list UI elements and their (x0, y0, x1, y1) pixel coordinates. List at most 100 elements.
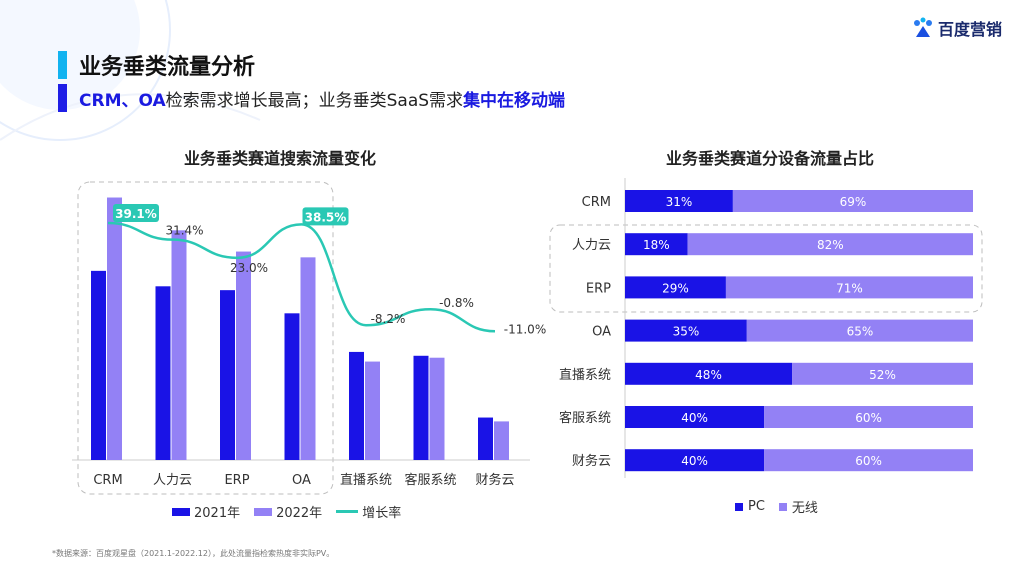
growth-label-bg-CRM (113, 204, 159, 223)
subtitle-accent-bar (58, 84, 67, 112)
legend-growth-label: 增长率 (362, 506, 402, 521)
bar-2021-ERP (220, 290, 235, 460)
tick-label-客服系统: 客服系统 (404, 472, 456, 488)
growth-label-财务云: -11.0% (504, 322, 546, 336)
page-title: 业务垂类流量分析 (79, 55, 256, 80)
growth-label-OA: 38.5% (305, 210, 347, 224)
bar-pc-CRM (625, 190, 733, 212)
legend-2021: 2021年 (172, 502, 240, 521)
value-label-mobile-OA: 65% (847, 325, 874, 339)
page-subtitle: CRM、OA检索需求增长最高；业务垂类SaaS需求集中在移动端 (79, 86, 565, 111)
legend-pc: PC (735, 499, 765, 514)
growth-label-客服系统: -0.8% (439, 296, 474, 310)
value-label-mobile-CRM: 69% (840, 195, 867, 209)
bar-mobile-人力云 (687, 233, 973, 256)
bar-2022-CRM (107, 197, 122, 460)
bar-2021-人力云 (155, 286, 171, 460)
bar-mobile-ERP (725, 276, 973, 299)
subtitle-highlight: 集中在移动端 (463, 90, 566, 111)
bar-pc-客服系统 (625, 406, 765, 428)
legend-growth-swatch (336, 510, 359, 513)
category-label-人力云: 人力云 (572, 238, 611, 253)
value-label-mobile-客服系统: 60% (855, 411, 882, 425)
tick-label-ERP: ERP (224, 473, 249, 488)
category-label-客服系统: 客服系统 (559, 410, 611, 426)
value-label-pc-客服系统: 40% (681, 411, 708, 425)
legend-2022: 2022年 (254, 502, 322, 521)
bar-mobile-客服系统 (764, 406, 973, 428)
value-label-mobile-ERP: 71% (836, 281, 863, 295)
bar-mobile-直播系统 (792, 362, 973, 385)
bar-pc-ERP (625, 276, 726, 299)
legend-2021-swatch (172, 507, 190, 516)
value-label-pc-OA: 35% (673, 325, 700, 339)
category-label-直播系统: 直播系统 (559, 368, 611, 383)
bar-2021-CRM (91, 270, 106, 460)
left-chart-title: 业务垂类赛道搜索流量变化 (183, 149, 376, 168)
bar-2021-OA (284, 313, 300, 460)
value-label-mobile-直播系统: 52% (869, 368, 896, 382)
value-label-mobile-财务云: 60% (855, 454, 882, 468)
subtitle-keywords: CRM、OA (79, 90, 166, 111)
tick-label-OA: OA (292, 473, 311, 488)
tick-label-财务云: 财务云 (475, 472, 514, 488)
legend-growth: 增长率 (336, 502, 401, 521)
background-decoration (0, 0, 261, 141)
bar-mobile-财务云 (764, 449, 973, 472)
legend-mobile-label: 无线 (791, 501, 818, 516)
bar-pc-财务云 (625, 449, 765, 472)
logo-text: 百度营销 (937, 20, 1002, 39)
right-legend: PC 无线 (735, 497, 832, 516)
growth-label-CRM: 39.1% (115, 207, 157, 221)
tick-label-直播系统: 直播系统 (340, 473, 392, 488)
title-block: 业务垂类流量分析 CRM、OA检索需求增长最高；业务垂类SaaS需求集中在移动端 (58, 50, 565, 112)
growth-label-bg-OA (302, 207, 349, 226)
highlight-box-right (549, 224, 983, 313)
bar-pc-直播系统 (625, 362, 793, 385)
value-label-mobile-人力云: 82% (817, 238, 844, 252)
value-label-pc-财务云: 40% (681, 454, 708, 468)
value-label-pc-CRM: 31% (666, 195, 693, 209)
legend-pc-label: PC (748, 499, 765, 514)
bar-2022-OA (300, 257, 316, 460)
bar-mobile-CRM (732, 190, 973, 212)
growth-label-ERP: 23.0% (230, 261, 268, 275)
bar-2022-人力云 (171, 230, 187, 460)
growth-label-人力云: 31.4% (165, 224, 203, 238)
legend-mobile-swatch (778, 502, 787, 511)
value-label-pc-直播系统: 48% (695, 368, 722, 382)
category-label-ERP: ERP (586, 281, 611, 296)
bar-2022-客服系统 (429, 357, 445, 460)
legend-2022-swatch (254, 507, 273, 516)
value-label-pc-人力云: 18% (643, 238, 670, 252)
left-legend: 2021年 2022年 增长率 (172, 502, 415, 521)
legend-mobile: 无线 (778, 497, 818, 516)
category-label-OA: OA (592, 325, 611, 340)
bar-pc-OA (625, 319, 747, 342)
category-label-财务云: 财务云 (572, 453, 611, 469)
bar-2021-直播系统 (349, 351, 364, 460)
value-label-pc-ERP: 29% (662, 281, 689, 295)
bar-2022-直播系统 (365, 361, 380, 460)
growth-line (107, 221, 496, 333)
bar-2022-ERP (236, 251, 251, 460)
category-label-CRM: CRM (582, 195, 611, 210)
legend-2021-label: 2021年 (194, 506, 241, 521)
subtitle-text: 检索需求增长最高；业务垂类SaaS需求 (165, 90, 464, 111)
bar-mobile-OA (746, 319, 973, 342)
brand-logo: 百度营销 (912, 16, 1002, 40)
growth-label-直播系统: -8.2% (371, 312, 406, 326)
bar-2021-财务云 (478, 417, 493, 460)
right-chart-title: 业务垂类赛道分设备流量占比 (665, 149, 874, 168)
baidu-marketing-logo-icon (913, 17, 932, 37)
title-accent-bar (58, 51, 67, 79)
bar-2021-客服系统 (413, 355, 429, 460)
bar-2022-财务云 (494, 421, 509, 460)
legend-pc-swatch (735, 502, 743, 511)
footnote: *数据来源：百度观星盘（2021.1-2022.12），此处流量指检索热度非实际… (52, 549, 335, 558)
bar-pc-人力云 (625, 233, 688, 256)
tick-label-CRM: CRM (93, 473, 122, 488)
tick-label-人力云: 人力云 (153, 473, 192, 488)
legend-2022-label: 2022年 (276, 506, 323, 521)
